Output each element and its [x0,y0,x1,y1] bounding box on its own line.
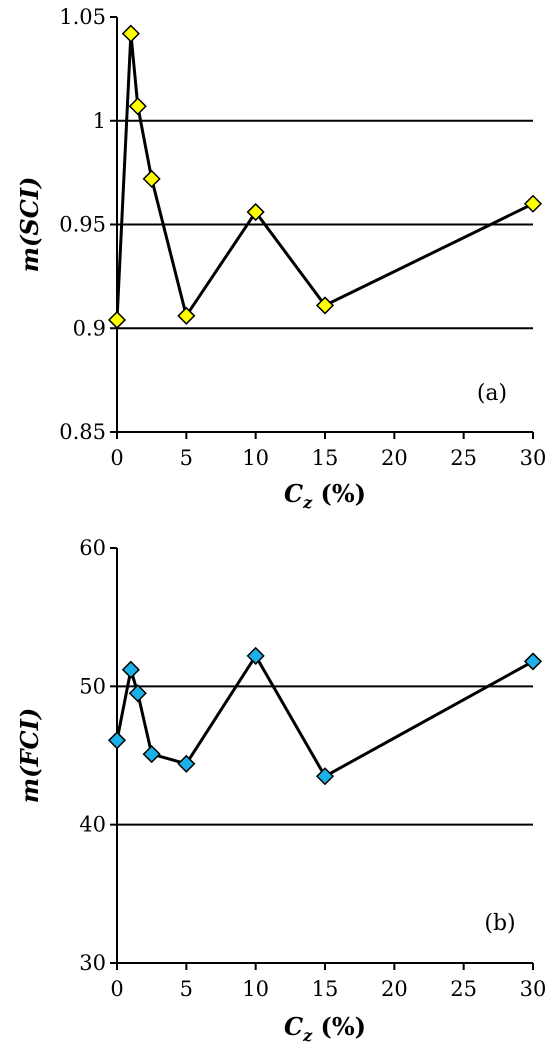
data-point-diamond [315,296,335,315]
x-axis-title: Cz (%) [284,479,366,512]
data-point-diamond [128,684,147,703]
y-tick-label: 60 [79,536,106,560]
y-tick-label: 0.85 [59,420,106,444]
y-tick-label: 30 [79,951,106,975]
data-point-diamond [523,652,543,671]
data-point-diamond [177,306,196,325]
chart-panel: 30 40 50 60 0 5 10 15 20 25 30 (b) Cz (%) m(FCI) [15,536,546,1045]
y-axis-title: m(SCI) [15,177,44,273]
x-tick-label: 15 [312,977,339,1001]
data-point-diamond [246,202,265,222]
y-tick-label: 40 [79,813,106,837]
data-point-diamond [121,24,140,43]
panel-label: (b) [484,911,515,936]
x-tick-label: 20 [381,446,408,470]
data-point-diamond [121,660,140,679]
chart-panel: 0.85 0.9 0.95 1 1.05 0 5 10 15 20 25 30 (a) Cz (%) m(S… [15,5,546,512]
x-tick-label: 5 [180,446,193,470]
data-point-diamond [142,745,161,764]
y-tick-label: 1 [93,109,106,133]
data-point-diamond [315,767,335,786]
x-tick-label: 0 [110,977,123,1001]
data-point-diamond [107,731,127,750]
x-tick-label: 0 [110,446,123,470]
x-tick-label: 25 [450,446,477,470]
y-axis-title: m(FCI) [15,708,44,803]
data-point-diamond [107,310,127,330]
series-line [115,653,534,779]
y-tick-label: 1.05 [59,5,106,29]
data-point-diamond [128,97,147,116]
x-tick-label: 20 [381,977,408,1001]
x-tick-label: 25 [450,977,477,1001]
y-tick-label: 0.9 [73,316,106,340]
y-tick-label: 0.95 [59,213,106,237]
x-tick-label: 30 [520,977,547,1001]
x-tick-label: 10 [242,446,269,470]
data-point-diamond [142,169,161,188]
data-point-diamond [246,646,265,665]
x-tick-label: 5 [180,977,193,1001]
panel-label: (a) [477,381,507,406]
data-point-diamond [177,754,196,773]
x-axis-title: Cz (%) [284,1012,366,1045]
x-tick-label: 10 [242,977,269,1001]
data-point-diamond [523,194,543,213]
y-tick-label: 50 [79,674,106,698]
x-tick-label: 30 [520,446,547,470]
x-tick-label: 15 [312,446,339,470]
series-line [115,33,534,320]
